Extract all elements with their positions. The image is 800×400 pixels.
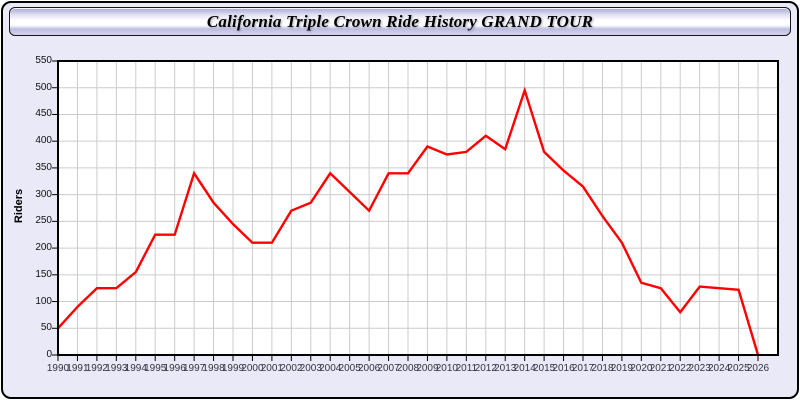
x-tick-label: 2003 xyxy=(299,363,322,374)
x-tick-label: 2016 xyxy=(552,363,575,374)
x-tick-label: 2015 xyxy=(532,363,556,374)
x-tick-label: 2014 xyxy=(513,363,536,374)
x-tick-label: 2008 xyxy=(396,363,420,374)
y-tick-label: 250 xyxy=(35,215,52,227)
x-tick-label: 2020 xyxy=(630,363,653,374)
x-tick-label: 1995 xyxy=(144,363,167,374)
x-tick-label: 2017 xyxy=(571,363,595,374)
y-tick-label: 100 xyxy=(35,295,52,307)
x-tick-label: 2019 xyxy=(610,363,633,374)
x-tick-label: 1991 xyxy=(66,363,89,374)
ride-history-line-chart xyxy=(52,60,779,361)
x-tick-label: 2025 xyxy=(727,363,750,374)
x-tick-label: 1997 xyxy=(182,363,206,374)
x-tick-label: 2024 xyxy=(707,363,731,374)
x-tick-label: 2000 xyxy=(241,363,264,374)
y-tick-label: 400 xyxy=(35,135,52,147)
y-tick-label: 500 xyxy=(35,81,52,93)
x-tick-label: 2007 xyxy=(377,363,400,374)
x-tick-label: 1994 xyxy=(124,363,147,374)
x-tick-label: 2026 xyxy=(746,363,770,374)
title-bar: California Triple Crown Ride History GRA… xyxy=(9,7,791,36)
page-title: California Triple Crown Ride History GRA… xyxy=(206,11,594,31)
x-tick-label: 2005 xyxy=(338,363,361,374)
x-tick-label: 2023 xyxy=(688,363,711,374)
y-tick-label: 150 xyxy=(35,268,52,280)
y-axis-title: Riders xyxy=(13,188,25,224)
x-tick-label: 2013 xyxy=(494,363,517,374)
x-tick-label: 1993 xyxy=(105,363,128,374)
x-tick-label: 2004 xyxy=(319,363,342,374)
plot-background xyxy=(58,61,778,355)
x-tick-label: 2009 xyxy=(416,363,439,374)
x-tick-label: 1999 xyxy=(221,363,245,374)
chart-region: 0 50 100 150 200 250 300 350 400 450 500 550 1990 19… xyxy=(3,43,800,400)
x-tick-label: 1990 xyxy=(46,363,70,374)
y-tick-label: 450 xyxy=(35,108,52,120)
y-tick-label: 200 xyxy=(35,242,52,254)
x-tick-label: 2006 xyxy=(357,363,381,374)
x-tick-label: 2018 xyxy=(591,363,614,374)
y-tick-label: 50 xyxy=(40,322,52,334)
series-line-riders xyxy=(57,86,760,356)
x-tick-label: 2011 xyxy=(455,363,478,374)
plot-frame xyxy=(57,60,779,356)
y-tick-label: 350 xyxy=(35,161,52,173)
x-tick-label: 2012 xyxy=(474,363,497,374)
x-tick-label: 2001 xyxy=(260,363,283,374)
x-tick-label: 2021 xyxy=(649,363,672,374)
x-tick-label: 2002 xyxy=(280,363,303,374)
x-tick-label: 2022 xyxy=(669,363,692,374)
y-tick-label: 0 xyxy=(46,349,52,360)
x-tick-label: 2010 xyxy=(435,363,458,374)
x-tick-label: 1996 xyxy=(163,363,186,374)
x-tick-label: 1992 xyxy=(85,363,108,374)
x-tick-label: 1998 xyxy=(202,363,225,374)
y-tick-label: 550 xyxy=(35,55,52,66)
y-tick-label: 300 xyxy=(35,188,52,200)
